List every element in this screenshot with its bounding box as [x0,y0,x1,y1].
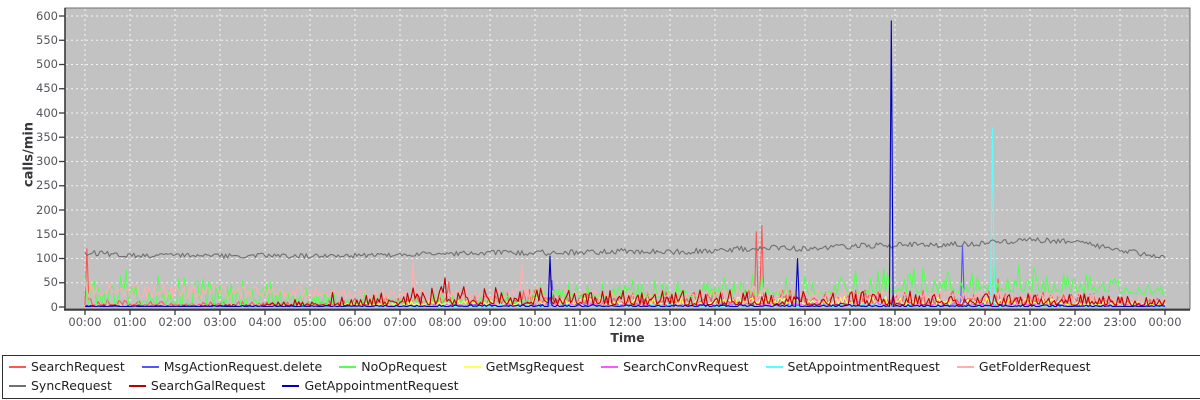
x-tick-label: 18:00 [878,315,912,329]
legend-line-icon [141,365,159,368]
series-line-NoOpRequest [84,264,1166,306]
x-tick-label: 23:00 [1103,315,1137,329]
legend-label: SyncRequest [31,378,112,393]
plot-background [65,8,1190,309]
legend-line-icon [9,384,26,387]
legend-line-icon [463,365,481,368]
legend-label: SetAppointmentRequest [787,359,940,374]
y-tick-label: 150 [36,226,58,241]
legend-item: GetAppointmentRequest [282,376,459,395]
x-tick-label: 22:00 [1058,315,1092,329]
y-tick-label: 100 [36,251,58,265]
x-tick-label: 04:00 [248,315,282,329]
y-tick-label: 600 [36,8,58,23]
legend-line-icon [282,384,300,387]
legend-item: SearchConvRequest [601,357,749,376]
x-tick-label: 08:00 [428,315,462,329]
legend-item: SearchRequest [9,357,125,376]
chart-legend: SearchRequest MsgActionRequest.delete NoOp… [2,355,1200,399]
legend-item: SearchGalRequest [128,376,266,395]
x-axis-title: Time [610,330,645,345]
y-tick-label: 200 [36,202,58,217]
y-tick-label: 550 [36,32,58,47]
y-tick-label: 0 [50,299,58,314]
x-tick-label: 00:00 [68,315,102,329]
x-tick-label: 03:00 [203,315,237,329]
series-line-SyncRequest [84,237,1166,259]
legend-line-icon [339,365,357,368]
x-tick-label: 19:00 [923,315,957,329]
y-tick-label: 250 [36,178,58,193]
x-tick-label: 21:00 [1013,315,1047,329]
x-tick-label: 14:00 [698,315,732,329]
x-tick-label: 05:00 [293,315,327,329]
legend-item: GetFolderRequest [956,357,1091,376]
x-tick-label: 16:00 [788,315,822,329]
legend-item: SetAppointmentRequest [765,357,940,376]
legend-line-icon [956,365,974,368]
x-tick-label: 06:00 [338,315,372,329]
y-tick-label: 450 [36,81,58,96]
legend-label: NoOpRequest [361,359,447,374]
legend-item: MsgActionRequest.delete [141,357,323,376]
x-tick-label: 17:00 [833,315,867,329]
legend-label: SearchGalRequest [150,378,266,393]
y-tick-label: 400 [36,105,58,120]
series-line-GetFolderRequest [84,260,1166,304]
x-tick-label: 00:00 [1148,315,1182,329]
x-tick-label: 15:00 [743,315,777,329]
legend-line-icon [765,365,783,368]
x-tick-label: 10:00 [518,315,552,329]
legend-item: GetMsgRequest [463,357,585,376]
x-tick-label: 09:00 [473,315,507,329]
legend-label: MsgActionRequest.delete [163,359,323,374]
legend-label: GetMsgRequest [485,359,585,374]
x-tick-label: 13:00 [653,315,687,329]
legend-label: SearchConvRequest [623,359,749,374]
y-tick-label: 50 [43,275,58,290]
legend-item: NoOpRequest [339,357,447,376]
legend-line-icon [9,365,26,368]
x-tick-label: 07:00 [383,315,417,329]
x-tick-label: 01:00 [113,315,147,329]
x-tick-label: 11:00 [563,315,597,329]
chart-plot [59,7,1191,315]
y-tick-label: 300 [36,154,58,168]
y-tick-label: 350 [36,129,58,144]
y-tick-label: 500 [36,57,58,71]
legend-label: GetFolderRequest [978,359,1091,374]
x-tick-label: 12:00 [608,315,642,329]
x-tick-label: 02:00 [158,315,192,329]
x-tick-label: 20:00 [968,315,1002,329]
legend-label: SearchRequest [31,359,125,374]
legend-line-icon [128,384,146,387]
legend-label: GetAppointmentRequest [304,378,459,393]
legend-line-icon [601,365,619,368]
series-line-GetAppointmentRequest [85,20,1166,308]
legend-item: SyncRequest [9,376,112,395]
